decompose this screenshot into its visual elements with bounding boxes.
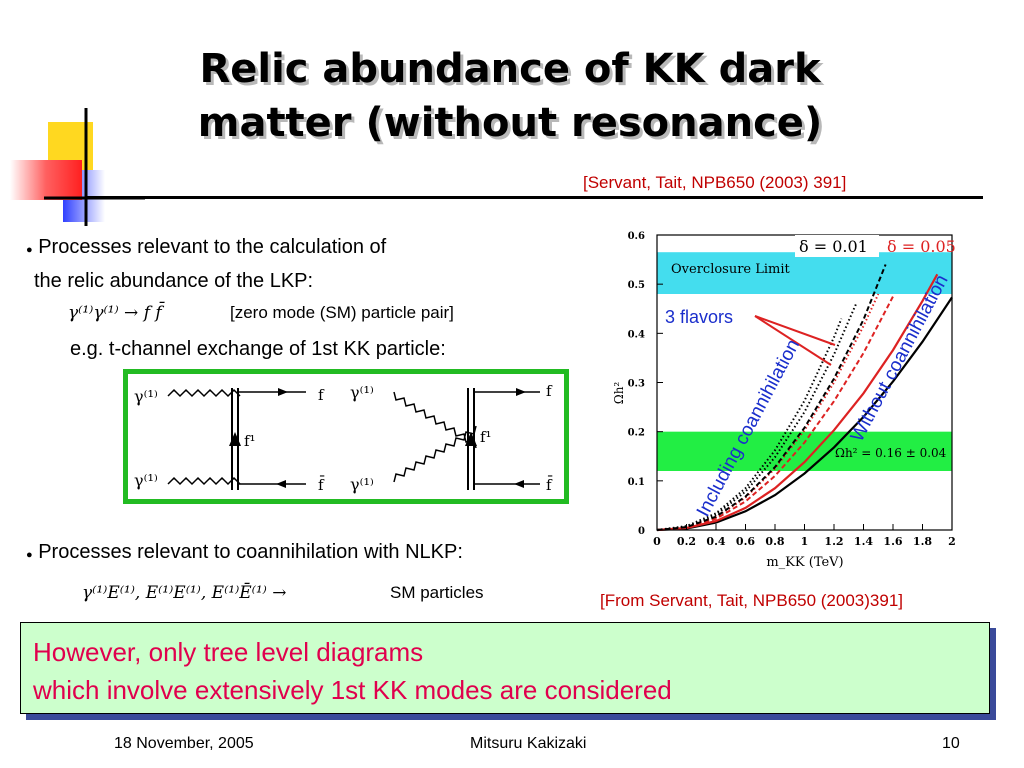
left-photon-bottom-label: γ⁽¹⁾ xyxy=(134,471,158,490)
annotation-flavors: 3 flavors xyxy=(665,307,733,327)
note-line-2: which involve extensively 1st KK modes a… xyxy=(33,675,672,705)
left-photon-top-label: γ⁽¹⁾ xyxy=(134,387,158,406)
y-tick-label: 0.6 xyxy=(628,231,645,242)
x-tick-label: 1.2 xyxy=(824,535,843,548)
right-photon-top xyxy=(393,391,477,449)
plot-curve-1 xyxy=(656,273,939,532)
x-tick-label: 1.4 xyxy=(854,535,873,548)
bullet-1: ● Processes relevant to the calculation … xyxy=(26,236,386,259)
bullet-dot-icon: ● xyxy=(26,549,33,561)
legend-delta-001: δ = 0.01 xyxy=(799,237,868,256)
process-note: [zero mode (SM) particle pair] xyxy=(230,303,454,322)
annotation-without: Without coannihilation xyxy=(847,271,953,445)
x-tick-label: 2 xyxy=(948,535,956,548)
y-tick-label: 0.5 xyxy=(628,280,645,291)
y-tick-label: 0.4 xyxy=(628,329,645,340)
right-f-bottom-label: f̄ xyxy=(546,476,553,494)
bullet-1-line-1: Processes relevant to the calculation of xyxy=(38,236,387,258)
x-tick-label: 0.2 xyxy=(677,535,696,548)
x-tick-label: 1 xyxy=(801,535,809,548)
bullet-dot-icon: ● xyxy=(26,244,33,256)
right-photon-bottom xyxy=(393,425,477,483)
right-f-top-label: f xyxy=(546,382,553,400)
band-overclosure-label: Overclosure Limit xyxy=(671,262,791,277)
bullet-2-text: Processes relevant to coannihilation wit… xyxy=(38,541,463,563)
note-box: However, only tree level diagrams which … xyxy=(20,622,990,714)
left-f-top-label: f xyxy=(318,386,325,404)
coann-formula: γ⁽¹⁾E⁽¹⁾, E⁽¹⁾E⁽¹⁾, E⁽¹⁾Ē⁽¹⁾ → xyxy=(82,583,287,603)
plot-band-0 xyxy=(657,252,952,294)
process-formula: γ⁽¹⁾γ⁽¹⁾ → f f̄ xyxy=(68,303,162,323)
x-tick-label: 0.4 xyxy=(706,535,725,548)
left-propagator-label: f¹ xyxy=(244,432,256,450)
y-tick-label: 0.1 xyxy=(628,477,645,488)
slide-title: Relic abundance of KK dark matter (witho… xyxy=(100,42,920,150)
feynman-diagrams: γ⁽¹⁾ γ⁽¹⁾ f f̄ f¹ γ⁽¹⁾ γ⁽¹⁾ f f̄ f¹ xyxy=(134,382,553,494)
example-text: e.g. t-channel exchange of 1st KK partic… xyxy=(70,338,446,360)
legend-delta-005: δ = 0.05 xyxy=(887,237,956,256)
x-tick-label: 0 xyxy=(653,535,661,548)
right-propagator-label: f¹ xyxy=(480,428,492,446)
y-axis-label: Ωh² xyxy=(612,382,626,405)
x-tick-label: 0.6 xyxy=(736,535,755,548)
left-f-bottom-label: f̄ xyxy=(318,476,325,494)
title-line-1: Relic abundance of KK dark xyxy=(199,46,821,92)
bullet-1-line-2: the relic abundance of the LKP: xyxy=(34,270,314,292)
left-photon-bottom xyxy=(167,476,241,486)
x-axis-label: m_KK (TeV) xyxy=(766,555,843,570)
footer-page: 10 xyxy=(942,735,960,752)
right-photon-bottom-label: γ⁽¹⁾ xyxy=(350,475,374,494)
plot-curve-6 xyxy=(656,318,843,531)
bullet-2: ● Processes relevant to coannihilation w… xyxy=(26,541,463,564)
annotation-including: Including coannihilation xyxy=(693,336,804,520)
reference-bottom: [From Servant, Tait, NPB650 (2003)391] xyxy=(600,591,904,610)
plot-band-1 xyxy=(657,431,952,471)
coann-suffix: SM particles xyxy=(390,583,484,602)
title-line-2: matter (without resonance) xyxy=(197,100,823,146)
footer-date: 18 November, 2005 xyxy=(114,735,254,752)
relic-abundance-plot: 0 0.2 0.4 0.6 0.8 1 1.2 1.4 1.6 1.8 2 0 0.1 0.2 0.3 0.4… xyxy=(612,231,956,570)
x-tick-label: 0.8 xyxy=(765,535,784,548)
reference-top: [Servant, Tait, NPB650 (2003) 391] xyxy=(583,173,847,192)
feynman-diagrams-box: γ⁽¹⁾ γ⁽¹⁾ f f̄ f¹ γ⁽¹⁾ γ⁽¹⁾ f f̄ f¹ xyxy=(123,369,569,504)
y-tick-label: 0.3 xyxy=(628,379,645,390)
y-tick-label: 0.2 xyxy=(628,428,645,439)
right-photon-top-label: γ⁽¹⁾ xyxy=(350,383,374,402)
note-line-1: However, only tree level diagrams xyxy=(33,637,424,667)
x-tick-label: 1.6 xyxy=(883,535,902,548)
band-observed-label: Ωh² = 0.16 ± 0.04 xyxy=(835,446,947,460)
plot-curve-2 xyxy=(656,296,894,531)
plot-curve-0 xyxy=(656,296,953,532)
x-tick-label: 1.8 xyxy=(913,535,932,548)
y-tick-label: 0 xyxy=(638,526,645,537)
title-underline xyxy=(86,196,983,199)
left-photon-top xyxy=(167,388,241,398)
footer-author: Mitsuru Kakizaki xyxy=(470,735,587,752)
plot-curve-4 xyxy=(656,264,887,531)
